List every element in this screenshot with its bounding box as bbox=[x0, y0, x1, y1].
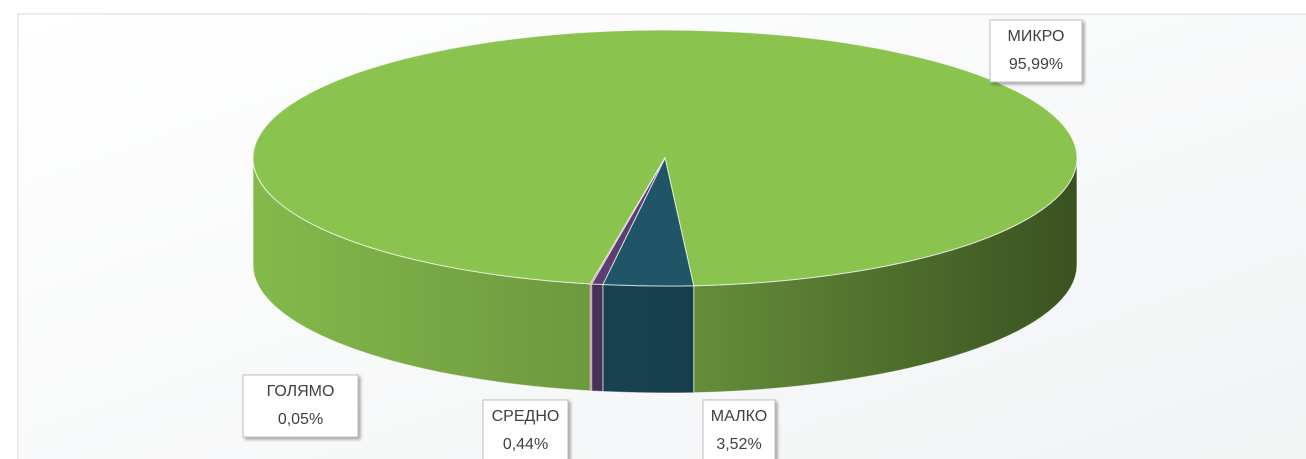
category-label: МИКРО bbox=[1008, 28, 1065, 45]
value-label: 3,52% bbox=[716, 436, 761, 453]
slice-side bbox=[591, 283, 604, 393]
data-label-box bbox=[482, 399, 569, 459]
data-label-box bbox=[242, 374, 359, 438]
slice-side bbox=[589, 283, 593, 392]
category-label: ГОЛЯМО bbox=[267, 383, 335, 400]
slice bbox=[589, 157, 666, 285]
value-label: 0,44% bbox=[503, 436, 548, 453]
category-label: СРЕДНО bbox=[492, 408, 560, 425]
category-label: МАЛКО bbox=[711, 408, 767, 425]
data-label-box bbox=[702, 399, 776, 459]
slice-side bbox=[602, 284, 695, 394]
data-label-box bbox=[989, 19, 1083, 83]
value-label: 95,99% bbox=[1009, 56, 1063, 73]
value-label: 0,05% bbox=[278, 411, 323, 428]
